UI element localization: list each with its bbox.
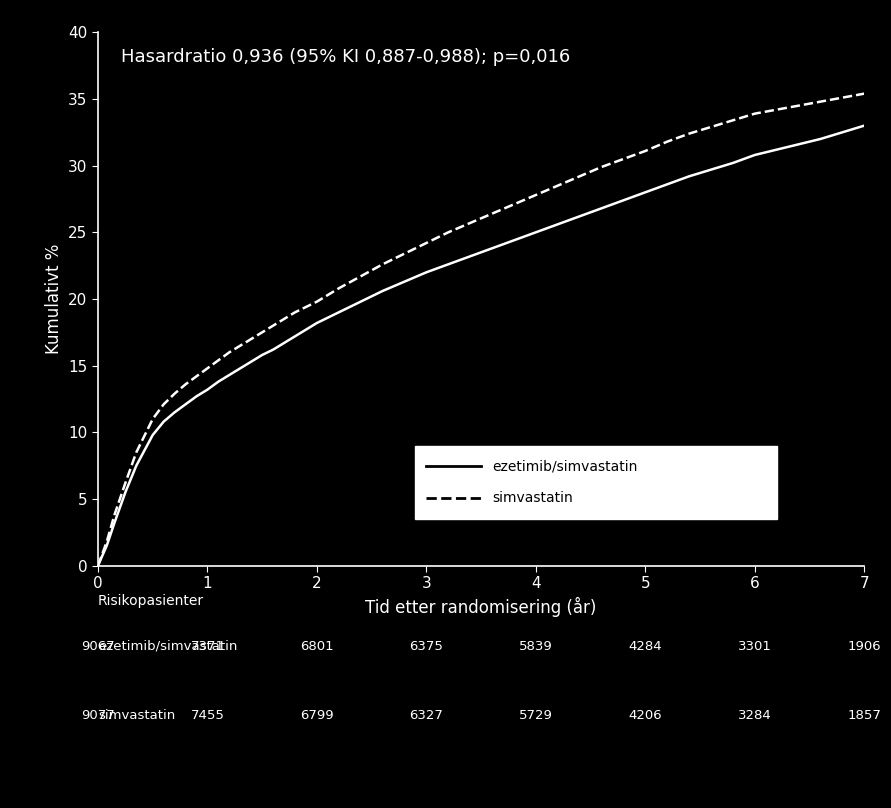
Text: 4284: 4284 <box>628 640 662 653</box>
Text: 9077: 9077 <box>81 709 115 722</box>
Text: Risikopasienter: Risikopasienter <box>98 594 204 608</box>
Text: simvastatin: simvastatin <box>98 709 176 722</box>
Text: 6327: 6327 <box>410 709 444 722</box>
Text: ezetimib/simvastatin: ezetimib/simvastatin <box>98 640 237 653</box>
Text: Hasardratio 0,936 (95% KI 0,887-0,988); p=0,016: Hasardratio 0,936 (95% KI 0,887-0,988); … <box>121 48 570 66</box>
Text: 3301: 3301 <box>738 640 772 653</box>
Text: 7371: 7371 <box>191 640 225 653</box>
Text: 6799: 6799 <box>300 709 334 722</box>
Bar <box>415 445 777 519</box>
Text: 6801: 6801 <box>300 640 334 653</box>
Y-axis label: Kumulativt %: Kumulativt % <box>45 244 62 354</box>
Text: 3284: 3284 <box>738 709 772 722</box>
Text: simvastatin: simvastatin <box>492 491 573 506</box>
Text: 5839: 5839 <box>519 640 552 653</box>
Text: 6375: 6375 <box>410 640 444 653</box>
X-axis label: Tid etter randomisering (år): Tid etter randomisering (år) <box>365 596 597 617</box>
Text: 7455: 7455 <box>191 709 225 722</box>
Text: ezetimib/simvastatin: ezetimib/simvastatin <box>492 459 637 473</box>
Text: 9067: 9067 <box>81 640 115 653</box>
Text: 1857: 1857 <box>847 709 881 722</box>
Text: 5729: 5729 <box>519 709 552 722</box>
Text: 1906: 1906 <box>847 640 881 653</box>
Text: 4206: 4206 <box>628 709 662 722</box>
